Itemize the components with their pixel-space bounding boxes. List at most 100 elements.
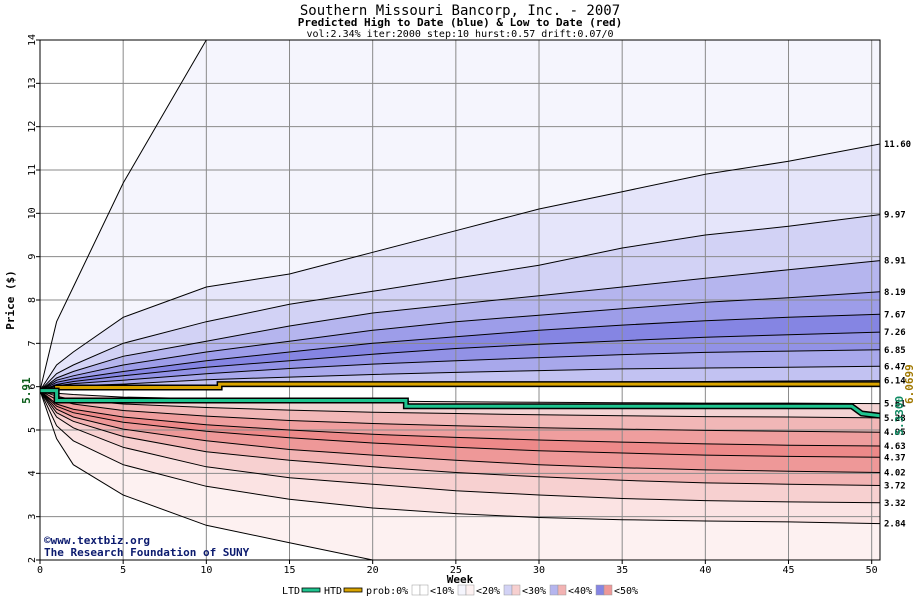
- low-band-2: [40, 390, 880, 446]
- high-band-5: [40, 314, 880, 391]
- end-label-4: 8.19: [884, 288, 906, 298]
- legend-swatch-high-3: [411, 584, 421, 596]
- end-label-18: 2.84: [884, 520, 906, 530]
- legend-swatch-high-5: [503, 584, 513, 596]
- legend-label-1: HTD: [324, 586, 342, 597]
- x-tick-label-8: 40: [699, 565, 711, 576]
- x-tick-label-7: 35: [616, 565, 628, 576]
- high-band-7: [40, 349, 880, 391]
- end-label-2: 9.97: [884, 211, 906, 221]
- legend-swatch-low-4: [465, 584, 475, 596]
- contour-line-17: [40, 390, 880, 504]
- end-label-9: 6.14: [884, 377, 906, 387]
- low-band-3: [40, 390, 880, 458]
- legend-label-0: LTD: [282, 586, 300, 597]
- contour-line-18: [40, 390, 880, 525]
- y-tick-label-3: 5: [27, 427, 38, 433]
- contour-line-19: [40, 390, 378, 560]
- legend: LTD HTD prob:0% <10% <20% <30% <40% <50%: [282, 584, 638, 597]
- high-band-4: [40, 291, 880, 391]
- end-label-5: 7.67: [884, 310, 906, 320]
- legend-line-1: [343, 587, 363, 593]
- high-band-3: [40, 260, 880, 391]
- start-price-label: 5.91: [20, 377, 33, 404]
- contour-line-12: [40, 390, 880, 433]
- legend-label-3: <10%: [430, 586, 454, 597]
- end-label-7: 6.85: [884, 346, 906, 356]
- legend-swatch-low-5: [511, 584, 521, 596]
- contour-line-14: [40, 390, 880, 458]
- x-tick-label-2: 10: [200, 565, 212, 576]
- credit-line-2: The Research Foundation of SUNY: [44, 546, 250, 559]
- legend-label-6: <40%: [568, 586, 592, 597]
- end-label-11: 5.28: [884, 414, 906, 424]
- x-axis-ticks: 0 5 10 15 20 25 30 35 40 45 50: [37, 560, 878, 576]
- x-tick-label-9: 45: [782, 565, 794, 576]
- y-tick-label-11: 13: [27, 77, 38, 89]
- x-tick-label-4: 20: [367, 565, 379, 576]
- x-tick-label-3: 15: [283, 565, 295, 576]
- y-tick-label-10: 12: [27, 121, 38, 133]
- contour-line-7: [40, 349, 880, 392]
- end-label-17: 3.32: [884, 499, 906, 509]
- legend-swatch-high-7: [595, 584, 605, 596]
- x-tick-label-10: 50: [866, 565, 878, 576]
- high-band-6: [40, 332, 880, 391]
- low-band-7: [40, 390, 880, 524]
- low-band-8: [40, 390, 880, 560]
- x-tick-label-5: 25: [450, 565, 462, 576]
- chart-subtitle: Predicted High to Date (blue) & Low to D…: [298, 16, 623, 29]
- x-tick-label-0: 0: [37, 565, 43, 576]
- end-label-3: 8.91: [884, 257, 906, 267]
- low-band-5: [40, 390, 880, 486]
- x-tick-label-6: 30: [533, 565, 545, 576]
- y-tick-label-1: 3: [27, 514, 38, 520]
- legend-swatch-low-6: [557, 584, 567, 596]
- legend-label-2: prob:0%: [366, 586, 408, 597]
- end-label-15: 4.02: [884, 468, 906, 478]
- legend-label-4: <20%: [476, 586, 500, 597]
- y-tick-label-2: 4: [27, 470, 38, 476]
- x-axis-label: Week: [447, 573, 474, 586]
- y-tick-label-5: 7: [27, 340, 38, 346]
- legend-swatch-low-7: [603, 584, 613, 596]
- high-band-1: [40, 144, 880, 391]
- end-label-14: 4.37: [884, 453, 906, 463]
- y-tick-label-9: 11: [27, 164, 38, 176]
- end-label-6: 7.26: [884, 328, 906, 338]
- legend-label-5: <30%: [522, 586, 546, 597]
- end-label-1: 11.60: [884, 140, 911, 150]
- htd-end-label: 6.0699: [903, 364, 916, 404]
- end-label-10: 5.61: [884, 400, 906, 410]
- contour-line-13: [40, 390, 880, 447]
- end-label-8: 6.47: [884, 362, 906, 372]
- contour-line-3: [40, 260, 880, 391]
- legend-label-7: <50%: [614, 586, 638, 597]
- chart-params: vol:2.34% iter:2000 step:10 hurst:0.57 d…: [306, 29, 613, 40]
- credit-line-1: ©www.textbiz.org: [44, 534, 150, 547]
- ltd-end-label: 5.3300: [893, 396, 906, 436]
- contour-line-1: [40, 143, 880, 391]
- contour-line-15: [40, 390, 880, 473]
- contour-line-5: [40, 313, 880, 392]
- contour-line-16: [40, 390, 880, 486]
- y-tick-label-4: 6: [27, 384, 38, 390]
- chart-title: Southern Missouri Bancorp, Inc. - 2007: [300, 3, 620, 19]
- contour-line-2: [40, 214, 880, 391]
- y-tick-label-6: 8: [27, 297, 38, 303]
- x-tick-label-1: 5: [120, 565, 126, 576]
- contour-line-6: [40, 331, 880, 392]
- high-band-2: [40, 214, 880, 391]
- legend-swatch-low-3: [419, 584, 429, 596]
- legend-swatch-high-4: [457, 584, 467, 596]
- y-axis-ticks: 2 3 4 5 6 7 8 9 10 11 12 13 14: [27, 34, 40, 563]
- end-label-12: 4.95: [884, 428, 906, 438]
- contour-line-4: [40, 291, 880, 392]
- end-label-16: 3.72: [884, 481, 906, 491]
- y-tick-label-12: 14: [27, 34, 38, 46]
- y-tick-label-8: 10: [27, 207, 38, 219]
- high-band-0: [40, 40, 880, 391]
- contour-line-0: [40, 40, 208, 391]
